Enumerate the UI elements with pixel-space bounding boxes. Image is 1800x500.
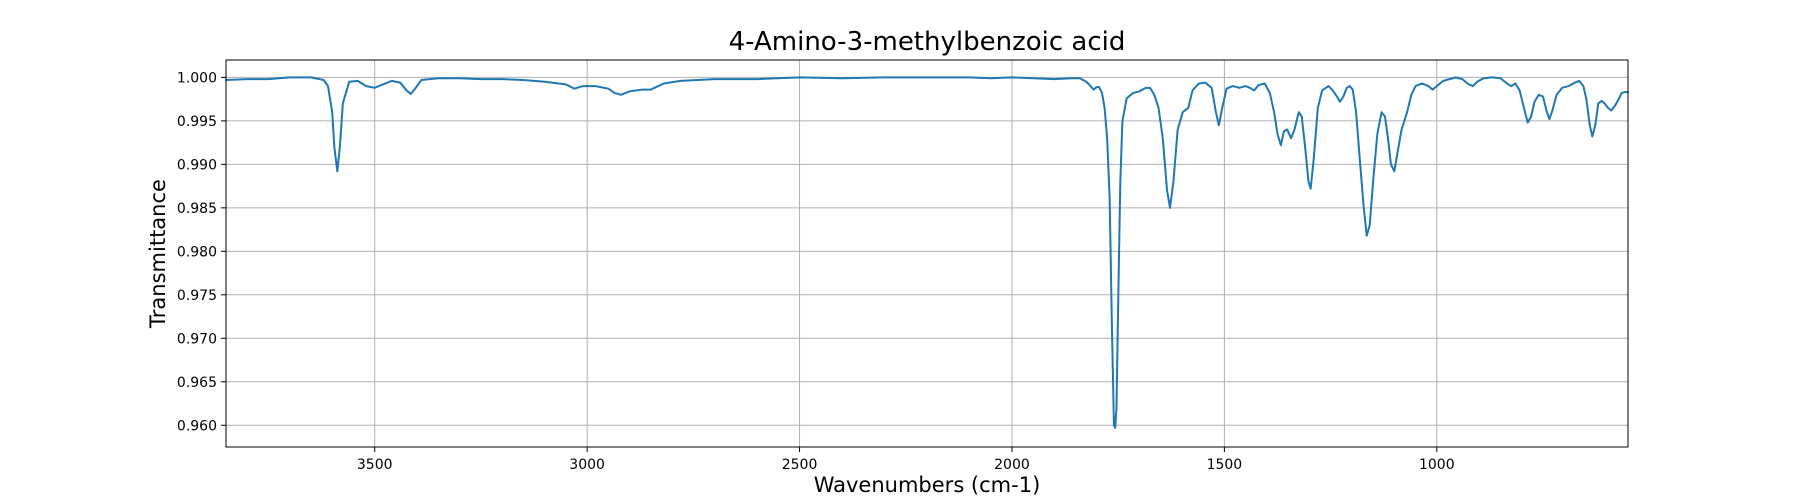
series-layer (225, 76, 1629, 429)
x-tick-label: 2000 (994, 457, 1030, 473)
grid (226, 60, 1628, 447)
y-axis-label: Transmittance (146, 179, 170, 329)
x-tick-label: 3500 (357, 457, 393, 473)
axis-ticks: 3500 3000 2500 2000 1500 1000 0.960 0.965 0.970 0… (177, 70, 1455, 473)
x-tick-label: 3000 (569, 457, 605, 473)
x-tick-label: 2500 (782, 457, 818, 473)
y-tick-label: 1.000 (177, 70, 217, 86)
y-tick-label: 0.965 (177, 375, 217, 391)
spectrum-line (225, 76, 1629, 429)
y-tick-label: 0.975 (177, 288, 217, 304)
plot-frame (225, 59, 1629, 448)
y-tick-label: 0.990 (177, 157, 217, 173)
y-tick-label: 0.980 (177, 244, 217, 260)
x-axis-label: Wavenumbers (cm-1) (814, 473, 1041, 497)
x-tick-label: 1500 (1207, 457, 1243, 473)
y-tick-label: 0.995 (177, 114, 217, 130)
chart-title: 4-Amino-3-methylbenzoic acid (729, 27, 1126, 57)
y-tick-label: 0.960 (177, 418, 217, 434)
x-tick-label: 1000 (1419, 457, 1455, 473)
y-tick-label: 0.970 (177, 331, 217, 347)
y-tick-label: 0.985 (177, 201, 217, 217)
